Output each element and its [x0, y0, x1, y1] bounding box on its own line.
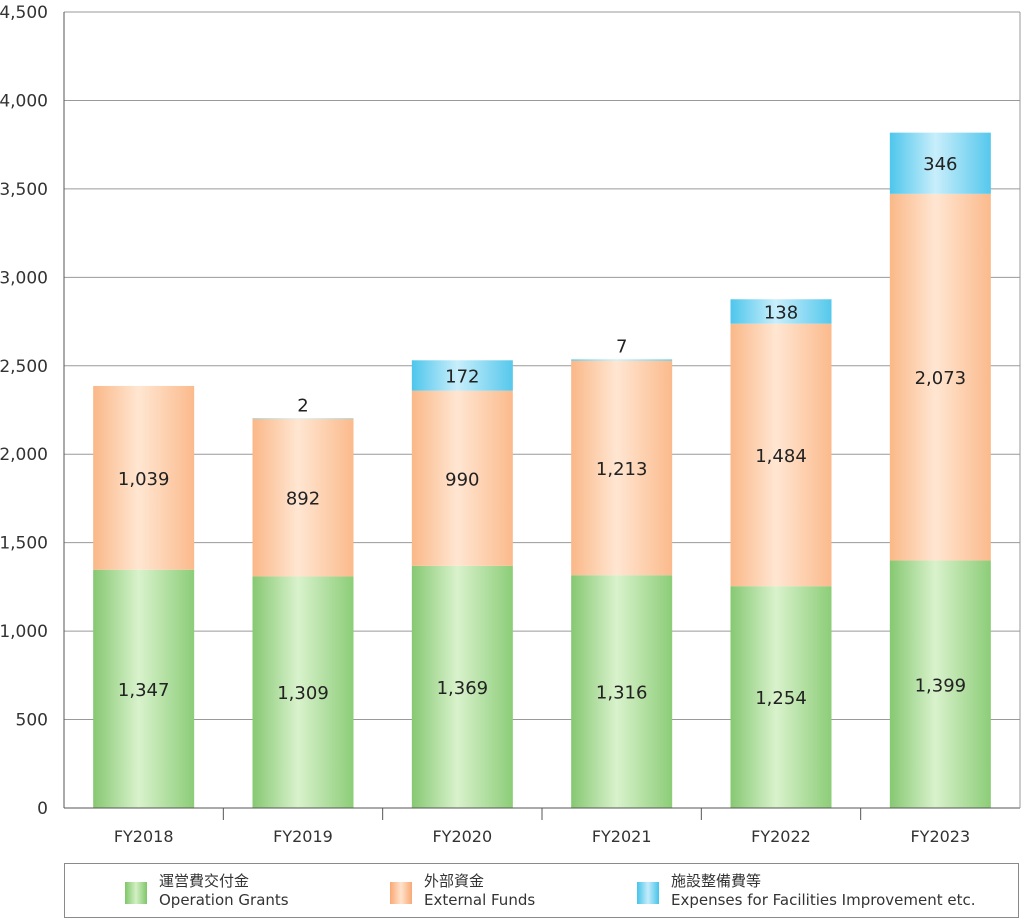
y-axis-ticks: 0 500 1,000 1,500 2,000 2,500 3,000 3,500 4,000 4… [0, 3, 48, 819]
bar-fy2023-series-1 [889, 193, 991, 561]
bar-fy2020-series-1 [411, 390, 513, 566]
bar-fy2022-series-1 [730, 323, 832, 587]
data-label: 2,073 [915, 368, 967, 389]
x-category-label: FY2023 [910, 827, 970, 846]
legend-item-operation-grants: 運営費交付金 Operation Grants [125, 872, 289, 910]
bar-fy2018-series-0 [93, 569, 195, 808]
axes [63, 12, 1021, 820]
data-label: 1,039 [118, 469, 170, 490]
data-label: 2 [297, 395, 308, 416]
data-label: 892 [286, 489, 320, 510]
bar-fy2020-series-0 [411, 565, 513, 808]
y-tick-label: 1,500 [0, 534, 48, 554]
x-category-label: FY2020 [432, 827, 492, 846]
gridlines [64, 11, 1020, 721]
legend: 運営費交付金 Operation Grants 外部資金 External Fu… [64, 863, 1019, 918]
y-tick-label: 3,500 [0, 180, 48, 200]
data-label: 346 [923, 154, 957, 175]
y-tick-label: 3,000 [0, 268, 48, 288]
y-tick-label: 1,000 [0, 622, 48, 642]
data-label: 172 [445, 367, 479, 388]
data-label: 990 [445, 469, 479, 490]
legend-label-en: Operation Grants [159, 891, 289, 909]
legend-label-en: Expenses for Facilities Improvement etc. [671, 891, 976, 909]
data-label: 1,484 [755, 446, 807, 467]
bar-fy2023-series-2 [889, 132, 991, 194]
legend-swatch-external-funds [390, 882, 412, 904]
data-label: 1,399 [915, 675, 967, 696]
data-label: 1,316 [596, 683, 648, 704]
y-tick-label: 2,500 [0, 357, 48, 377]
x-category-label: FY2018 [114, 827, 174, 846]
legend-swatch-facilities [637, 882, 659, 904]
data-label: 1,369 [437, 678, 489, 699]
bars [93, 132, 991, 808]
y-tick-label: 4,500 [0, 3, 48, 23]
y-tick-label: 4,000 [0, 91, 48, 111]
data-label: 1,347 [118, 680, 170, 701]
data-label: 138 [764, 302, 798, 323]
x-category-label: FY2022 [751, 827, 811, 846]
legend-label-jp: 外部資金 [424, 872, 485, 890]
legend-swatch-operation-grants [125, 882, 147, 904]
legend-item-external-funds: 外部資金 External Funds [390, 872, 535, 910]
bar-fy2020-series-2 [411, 360, 513, 391]
bar-fy2021-series-0 [571, 575, 673, 808]
bar-fy2022-series-2 [730, 299, 832, 324]
x-axis-categories: FY2018 FY2019 FY2020 FY2021 FY2022 FY2023 [114, 827, 970, 846]
data-label: 7 [616, 336, 627, 357]
stacked-bar-chart: 0 500 1,000 1,500 2,000 2,500 3,000 3,500 4,000 4… [0, 3, 1021, 846]
data-label: 1,213 [596, 459, 648, 480]
bar-fy2019-series-0 [252, 576, 354, 808]
y-tick-label: 500 [16, 711, 48, 731]
legend-label-jp: 運営費交付金 [159, 872, 250, 890]
legend-label-jp: 施設整備費等 [671, 872, 762, 890]
bar-fy2019-series-2 [252, 418, 354, 419]
y-tick-label: 0 [37, 799, 48, 819]
x-category-label: FY2021 [592, 827, 652, 846]
data-label: 1,309 [277, 683, 329, 704]
data-label: 1,254 [755, 688, 807, 709]
bar-fy2021-series-2 [571, 359, 673, 361]
bar-fy2023-series-0 [889, 560, 991, 808]
bar-fy2019-series-1 [252, 418, 354, 577]
bar-fy2022-series-0 [730, 586, 832, 808]
bar-fy2018-series-1 [93, 385, 195, 570]
data-labels: 1,347 1,039 1,309 892 2 1,369 990 172 1,316 1,213… [118, 154, 966, 709]
bar-fy2021-series-1 [571, 360, 673, 576]
legend-item-facilities: 施設整備費等 Expenses for Facilities Improveme… [637, 872, 975, 910]
x-category-label: FY2019 [273, 827, 333, 846]
legend-label-en: External Funds [424, 891, 536, 909]
y-tick-label: 2,000 [0, 445, 48, 465]
